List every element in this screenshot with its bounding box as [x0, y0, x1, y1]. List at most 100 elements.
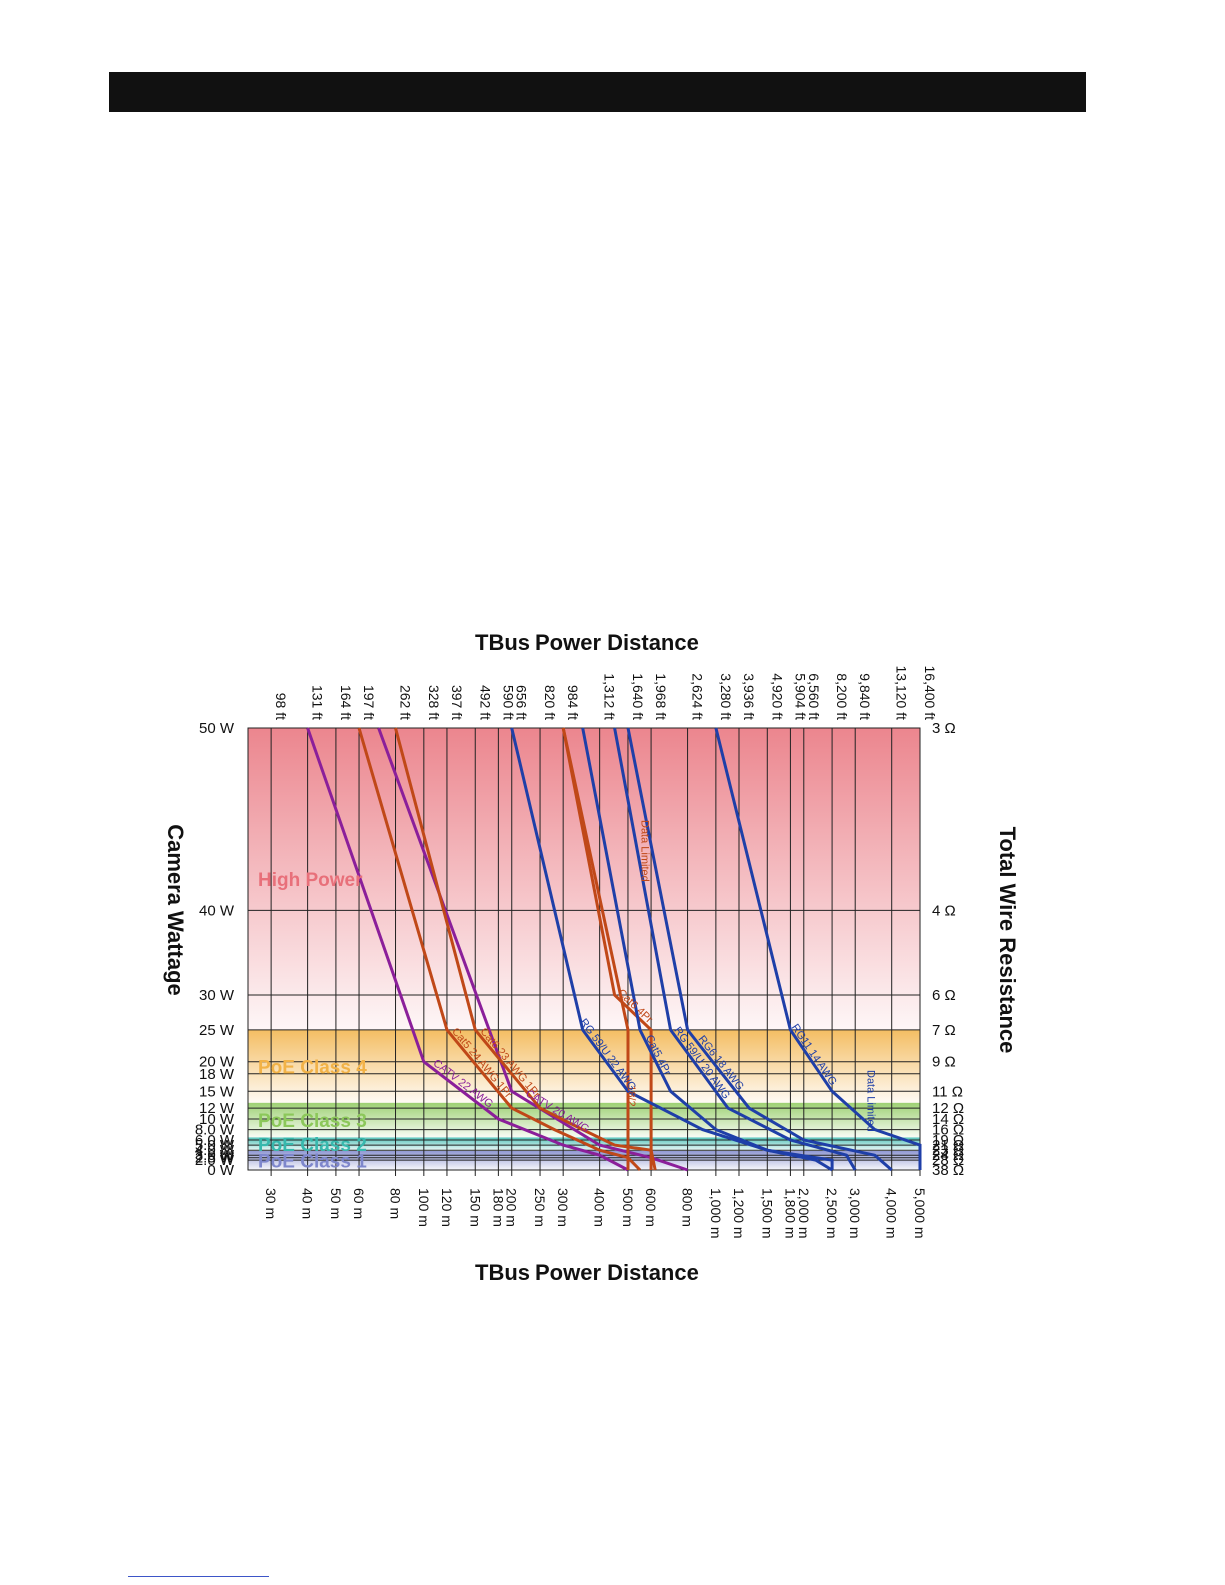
bottom-axis-logo: TBus: [475, 1260, 530, 1285]
x-tick-label-ft: 656 ft: [514, 685, 530, 720]
series-line: [714, 727, 922, 1170]
y-tick-label-resistance: 4 Ω: [932, 902, 956, 919]
x-tick-label-m: 3,000 m: [847, 1188, 863, 1239]
y-axis-label-right: Total Wire Resistance: [995, 827, 1020, 1054]
x-tick-label-ft: 16,400 ft: [922, 666, 938, 721]
y-tick-label-wattage: 50 W: [199, 720, 235, 737]
y-tick-label-resistance: 11 Ω: [932, 1083, 963, 1100]
x-tick-label-ft: 492 ft: [477, 685, 493, 720]
label-layer: High Power PoE Class 4 PoE Class 3 PoE Clas…: [195, 666, 964, 1239]
y-tick-label-wattage: 40 W: [199, 902, 235, 919]
y-axis-label-left: Camera Wattage: [163, 824, 188, 996]
x-tick-label-m: 80 m: [388, 1188, 404, 1219]
x-tick-label-m: 1,500 m: [759, 1188, 775, 1239]
y-tick-label-wattage: 2.5 W: [195, 1150, 235, 1167]
series-line: [561, 727, 653, 1170]
y-tick-label-resistance: 24 Ω: [932, 1147, 964, 1164]
x-tick-label-ft: 397 ft: [449, 685, 465, 720]
series-line: [306, 727, 629, 1172]
band-label: PoE Class 4: [258, 1057, 367, 1078]
x-tick-label-m: 250 m: [532, 1188, 548, 1227]
x-tick-label-ft: 3,280 ft: [718, 673, 734, 720]
x-tick-label-m: 500 m: [620, 1188, 636, 1227]
y-tick-label-wattage: 25 W: [199, 1022, 235, 1039]
band-label: High Power: [258, 870, 363, 891]
bands-layer: [248, 728, 920, 1170]
band-label: PoE Class 3: [258, 1111, 367, 1132]
x-tick-label-m: 150 m: [467, 1188, 483, 1227]
power-distance-chart: High Power PoE Class 4 PoE Class 3 PoE Clas…: [163, 630, 1020, 1285]
x-tick-label-m: 180 m: [490, 1188, 506, 1227]
x-tick-label-m: 1,200 m: [731, 1188, 747, 1239]
y-tick-label-resistance: 12 Ω: [932, 1100, 964, 1117]
band-1: [248, 1029, 920, 1103]
x-tick-label-ft: 820 ft: [542, 685, 558, 720]
x-tick-label-m: 50 m: [328, 1188, 344, 1219]
y-tick-label-resistance: 23 Ω: [932, 1142, 964, 1159]
y-tick-label-wattage: 10 W: [199, 1111, 235, 1128]
x-tick-label-ft: 1,640 ft: [630, 673, 646, 720]
y-tick-label-wattage: 2.0 W: [195, 1152, 235, 1169]
x-tick-label-ft: 1,312 ft: [602, 673, 618, 720]
x-tick-label-m: 4,000 m: [884, 1188, 900, 1239]
x-tick-label-ft: 13,120 ft: [894, 666, 910, 721]
y-tick-label-resistance: 28 Ω: [932, 1152, 964, 1169]
x-tick-label-m: 1,000 m: [708, 1188, 724, 1239]
x-tick-label-m: 2,500 m: [824, 1188, 840, 1239]
top-axis-title: Power Distance: [535, 630, 699, 655]
series-label: 18/2: [625, 1085, 637, 1106]
y-tick-label-resistance: 7 Ω: [932, 1022, 956, 1039]
x-tick-label-ft: 164 ft: [338, 685, 354, 720]
y-tick-label-wattage: 0 W: [207, 1162, 235, 1179]
series-line: [561, 727, 630, 1170]
x-tick-label-m: 30 m: [263, 1188, 279, 1219]
series-line: [510, 727, 834, 1170]
x-tick-label-m: 1,800 m: [782, 1188, 798, 1239]
y-tick-label-resistance: 19 Ω: [932, 1132, 964, 1149]
y-tick-label-resistance: 9 Ω: [932, 1054, 956, 1071]
x-tick-label-ft: 1,968 ft: [653, 673, 669, 720]
y-tick-label-wattage: 4.0 W: [195, 1142, 235, 1159]
x-tick-label-ft: 590 ft: [500, 685, 516, 720]
y-tick-label-wattage: 30 W: [199, 987, 235, 1004]
y-tick-label-wattage: 18 W: [199, 1066, 235, 1083]
y-tick-label-resistance: 21 Ω: [932, 1137, 964, 1154]
band-label: PoE Class 2: [258, 1135, 367, 1156]
x-tick-label-m: 300 m: [555, 1188, 571, 1227]
x-tick-label-ft: 984 ft: [565, 685, 581, 720]
series-line: [613, 727, 857, 1171]
y-tick-label-resistance: 14 Ω: [932, 1111, 964, 1128]
x-tick-label-ft: 262 ft: [398, 685, 414, 720]
y-tick-label-resistance: 38 Ω: [932, 1162, 964, 1179]
x-tick-label-ft: 328 ft: [426, 685, 442, 720]
x-tick-label-m: 100 m: [416, 1188, 432, 1227]
header-bar: [109, 72, 1086, 112]
y-tick-label-wattage: 8.0 W: [195, 1122, 235, 1139]
y-tick-label-wattage: 5.0 W: [195, 1137, 235, 1154]
x-tick-label-m: 400 m: [592, 1188, 608, 1227]
top-axis-logo: TBus: [475, 630, 530, 655]
x-tick-label-ft: 6,560 ft: [806, 673, 822, 720]
x-tick-label-m: 200 m: [504, 1188, 520, 1227]
x-tick-label-ft: 4,920 ft: [769, 673, 785, 720]
y-tick-label-wattage: 3.0 W: [195, 1147, 235, 1164]
x-tick-label-ft: 197 ft: [361, 685, 377, 720]
x-tick-label-ft: 5,904 ft: [792, 673, 808, 720]
x-tick-label-m: 60 m: [351, 1188, 367, 1219]
x-tick-label-m: 40 m: [300, 1188, 316, 1219]
series-line: [581, 727, 833, 1172]
series-line: [377, 727, 689, 1172]
y-tick-label-resistance: 16 Ω: [932, 1122, 964, 1139]
x-tick-label-ft: 98 ft: [273, 693, 289, 720]
y-tick-label-wattage: 12 W: [199, 1100, 235, 1117]
y-tick-label-resistance: 6 Ω: [932, 987, 956, 1004]
x-tick-label-m: 2,000 m: [796, 1188, 812, 1239]
x-tick-label-ft: 9,840 ft: [857, 673, 873, 720]
x-tick-label-ft: 131 ft: [310, 685, 326, 720]
footer-link-line: [128, 1576, 269, 1577]
x-tick-label-ft: 2,624 ft: [690, 673, 706, 720]
annotation-data-limited: Data Limited: [864, 1070, 876, 1132]
x-tick-label-ft: 3,936 ft: [741, 673, 757, 720]
x-tick-label-ft: 8,200 ft: [834, 673, 850, 720]
y-tick-label-wattage: 6.0 W: [195, 1132, 235, 1149]
